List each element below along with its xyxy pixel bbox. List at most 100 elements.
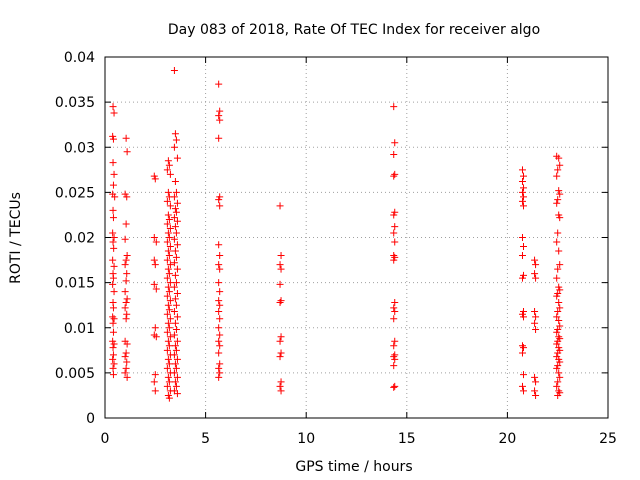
data-point — [122, 277, 130, 285]
data-point — [390, 103, 398, 111]
data-point — [165, 378, 173, 386]
data-point — [172, 364, 180, 372]
data-point — [215, 373, 223, 381]
data-point — [123, 358, 131, 366]
data-point — [172, 136, 180, 144]
data-point — [163, 328, 171, 336]
data-point — [165, 342, 173, 350]
data-point — [390, 229, 398, 237]
data-point — [171, 295, 179, 303]
data-point — [555, 317, 563, 325]
data-point — [121, 353, 129, 361]
data-point — [123, 252, 131, 260]
data-point — [164, 319, 172, 327]
data-point — [215, 261, 223, 269]
data-point — [277, 252, 285, 260]
data-point — [171, 319, 179, 327]
data-point — [215, 196, 223, 204]
data-point — [123, 270, 131, 278]
data-point — [152, 285, 160, 293]
x-tick-label: 10 — [297, 431, 315, 447]
data-point — [173, 313, 181, 321]
x-tick-label: 15 — [398, 431, 416, 447]
data-point — [555, 154, 563, 162]
data-point — [109, 256, 117, 264]
data-point — [215, 134, 223, 142]
x-tick-labels: 0 5 10 15 20 25 — [101, 431, 617, 447]
data-point — [518, 274, 526, 282]
data-point — [391, 308, 399, 316]
data-point — [216, 107, 224, 115]
data-point — [172, 279, 180, 287]
data-point — [553, 382, 561, 390]
data-point — [164, 337, 172, 345]
data-point — [163, 274, 171, 282]
data-point — [110, 170, 118, 178]
data-point — [123, 148, 131, 156]
data-point — [163, 292, 171, 300]
data-point — [216, 288, 224, 296]
data-point — [554, 166, 562, 174]
data-point — [553, 328, 561, 336]
data-point — [151, 175, 159, 183]
data-point — [163, 238, 171, 246]
data-point — [519, 313, 527, 321]
data-point — [554, 265, 562, 273]
data-point — [391, 223, 399, 231]
data-point — [109, 319, 117, 327]
data-point — [556, 358, 564, 366]
data-point — [555, 247, 563, 255]
data-point — [556, 373, 564, 381]
data-point — [518, 197, 526, 205]
data-point — [531, 308, 539, 316]
data-point — [173, 265, 181, 273]
data-point — [164, 355, 172, 363]
data-point — [216, 331, 224, 339]
data-point — [172, 301, 180, 309]
data-point — [390, 256, 398, 264]
data-point — [277, 378, 285, 386]
data-point — [173, 337, 181, 345]
data-point — [555, 387, 563, 395]
data-point — [170, 259, 178, 267]
data-point — [277, 297, 285, 305]
data-point — [122, 364, 130, 372]
data-point — [553, 292, 561, 300]
data-point — [173, 390, 181, 398]
data-point — [390, 315, 398, 323]
data-point — [110, 360, 118, 368]
data-point — [171, 247, 179, 255]
data-point — [554, 378, 562, 386]
data-point — [277, 387, 285, 395]
data-point — [171, 205, 179, 213]
y-tick-label: 0.005 — [55, 366, 95, 382]
data-point — [164, 283, 172, 291]
data-point — [172, 253, 180, 261]
data-point — [163, 382, 171, 390]
data-point — [531, 373, 539, 381]
data-point — [518, 234, 526, 241]
data-point — [390, 304, 398, 312]
data-point — [109, 355, 117, 363]
data-point — [163, 346, 171, 354]
data-point — [518, 166, 526, 174]
data-point — [216, 315, 224, 323]
data-point — [215, 324, 223, 332]
data-point — [110, 109, 118, 117]
data-point — [556, 322, 564, 330]
data-point — [554, 308, 562, 316]
data-point — [531, 256, 539, 264]
data-point — [109, 274, 117, 282]
data-point — [171, 342, 179, 350]
y-tick-label: 0.04 — [64, 50, 95, 66]
data-point — [215, 80, 223, 88]
chart-title: Day 083 of 2018, Rate Of TEC Index for r… — [168, 22, 540, 38]
data-point — [109, 103, 117, 111]
data-point — [151, 324, 159, 332]
data-point — [276, 280, 284, 288]
grid — [105, 57, 608, 418]
data-point — [165, 324, 173, 332]
data-point — [556, 161, 564, 169]
data-point — [165, 215, 173, 223]
